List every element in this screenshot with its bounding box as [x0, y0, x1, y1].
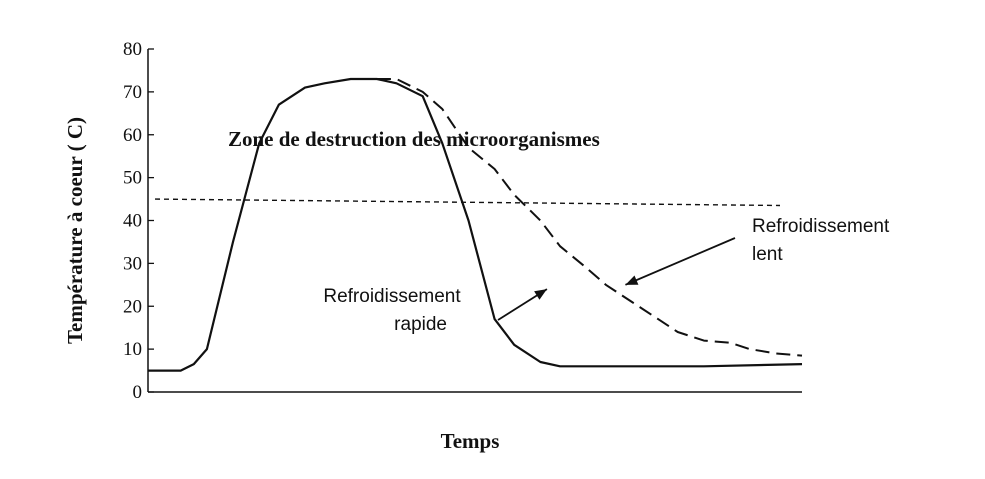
arrow-head	[534, 289, 547, 300]
y-tick-label: 60	[123, 125, 142, 146]
y-tick-label: 0	[133, 382, 143, 403]
threshold-line	[154, 198, 781, 207]
y-tick-label: 40	[123, 211, 142, 232]
y-tick-label: 10	[123, 339, 142, 360]
y-tick-label: 70	[123, 82, 142, 103]
annotation-arrow	[625, 237, 736, 286]
y-tick-label: 20	[123, 296, 142, 317]
series-layer	[148, 77, 803, 372]
zone-label: Zone de destruction des microorganismes	[228, 127, 600, 151]
annotation-text: Refroidissement	[323, 286, 461, 307]
y-ticks: 0 10 20 30 40 50 60 70 80	[123, 39, 154, 403]
arrow-head	[625, 275, 639, 285]
y-axis-title: Température à coeur ( C)	[63, 117, 87, 344]
axes: 0 10 20 30 40 50 60 70 80	[123, 39, 802, 403]
annotations: Refroidissement rapide Refroidissement lent	[323, 216, 890, 335]
x-axis-title: Temps	[441, 429, 500, 453]
y-tick-label: 30	[123, 253, 142, 274]
annotation-text: lent	[752, 244, 783, 265]
y-tick-label: 50	[123, 168, 142, 189]
series-line-2	[376, 78, 803, 357]
series-line-1	[148, 77, 803, 372]
y-tick-label: 80	[123, 39, 142, 60]
annotation-text: rapide	[394, 314, 447, 335]
annotation-text: Refroidissement	[752, 216, 890, 237]
